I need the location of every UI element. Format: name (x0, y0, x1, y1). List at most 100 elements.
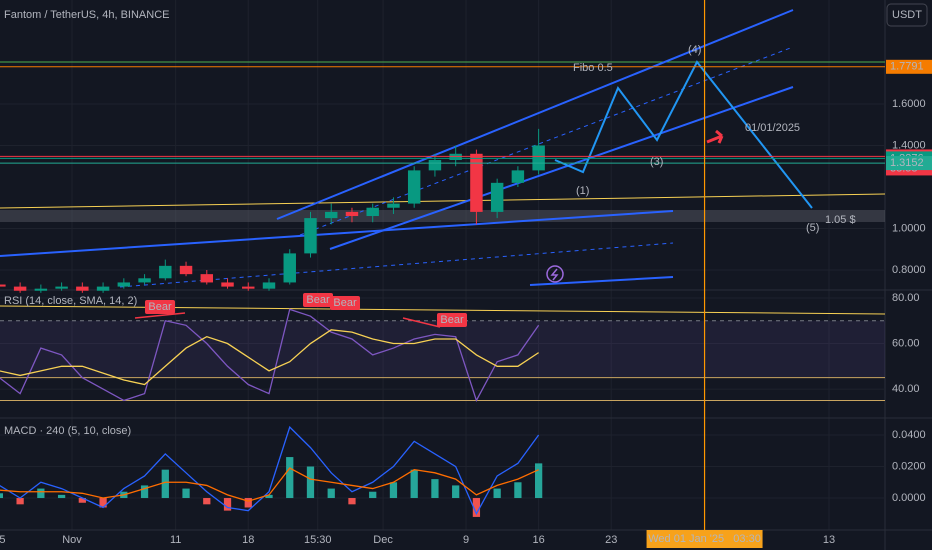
y-tick-label: 60.00 (892, 337, 920, 349)
histogram-bar (286, 457, 294, 499)
x-tick-label: 18 (242, 534, 254, 546)
histogram-bar (452, 485, 460, 499)
fibo-label: Fibo 0.5 (573, 62, 613, 74)
bear-label: Bear (333, 297, 357, 309)
candle-body (470, 153, 483, 212)
y-tick-label: 0.0200 (892, 460, 926, 472)
rsi-band (0, 320, 885, 378)
histogram-bar (140, 485, 149, 499)
histogram-bar (535, 463, 543, 499)
x-tick-label: 13 (823, 534, 835, 546)
candle-body (345, 211, 359, 217)
histogram-bar (203, 498, 211, 505)
x-tick-label: Nov (62, 534, 82, 546)
rsi-line (0, 308, 540, 403)
trend-line (529, 276, 674, 286)
y-tick-label: 0.0400 (892, 429, 926, 441)
candle-body (428, 160, 442, 171)
panel-title: MACD · 240 (5, 10, close) (4, 425, 131, 437)
candle-body (387, 203, 400, 208)
price-badge-label: 1.3152 (890, 157, 924, 169)
candle-body (490, 182, 504, 212)
bear-badge (303, 293, 333, 307)
candle-body (304, 218, 317, 254)
divergence (134, 312, 186, 319)
wave-label: (5) (806, 222, 819, 234)
histogram-bar (389, 482, 398, 499)
candle-body (179, 265, 193, 275)
marks (0, 66, 885, 517)
zone (0, 210, 885, 222)
arrow (706, 129, 724, 144)
histogram-bar (16, 498, 24, 505)
price-badge (886, 156, 932, 171)
candle-body (283, 253, 296, 283)
candle-body (117, 282, 131, 287)
histogram-bar (472, 498, 481, 517)
x-tick-label: 15:30 (304, 534, 332, 546)
currency-button (886, 3, 928, 27)
histogram-bar (78, 498, 86, 503)
histogram-bar (57, 494, 66, 499)
candle-body (511, 170, 525, 183)
y-tick-label: 1.6000 (892, 98, 926, 110)
price-badge-label: 1.7791 (890, 61, 924, 73)
y-tick-label: 40.00 (892, 383, 920, 395)
candle-body (200, 274, 214, 283)
candle-body (262, 282, 276, 289)
histogram-bar (431, 479, 439, 499)
candle-body (96, 286, 110, 291)
trend-line (0, 193, 886, 209)
x-tick-label: 25 (0, 534, 6, 546)
currency: USDT (892, 9, 922, 21)
divergence (402, 317, 441, 328)
candle-body (138, 278, 151, 283)
candle-body (407, 170, 421, 204)
x-tick-label: 16 (533, 534, 545, 546)
y-tick-label: 80.00 (892, 292, 920, 304)
price-badge (886, 59, 932, 74)
candle-body (242, 286, 255, 289)
histogram-bar (99, 498, 107, 508)
candle-body (221, 282, 234, 287)
histogram-bar (161, 469, 169, 499)
wave-path (554, 60, 813, 209)
candle-body (55, 286, 68, 289)
event-icon (546, 265, 564, 283)
histogram-bar (37, 488, 45, 499)
y-tick-label: 1.0000 (892, 222, 926, 234)
channel-lower (329, 86, 794, 250)
trend-line (0, 210, 674, 257)
channel-upper (276, 9, 794, 220)
histogram-bar (0, 493, 4, 499)
histogram-bar (348, 498, 356, 505)
bear-badge (437, 313, 467, 327)
wave-label: (1) (576, 185, 589, 197)
wave-label: (4) (688, 44, 701, 56)
wave-label: (3) (650, 156, 663, 168)
target-label: 1.05 $ (825, 214, 856, 226)
histogram-bar (327, 488, 335, 499)
bear-label: Bear (440, 314, 464, 326)
histogram-bar (244, 498, 252, 508)
histogram-bar (369, 491, 377, 499)
macd-line (0, 467, 539, 502)
x-tick-label: 23 (605, 534, 617, 546)
histogram-bar (265, 494, 273, 499)
y-tick-label: 1.4000 (892, 139, 926, 151)
rsi-line (0, 329, 539, 386)
crosshair-badge (646, 530, 763, 548)
date-label: 01/01/2025 (745, 122, 800, 134)
crosshair-label: Wed 01 Jan '25 03:30 (648, 533, 761, 545)
macd-line (0, 425, 540, 516)
histogram-bar (493, 488, 501, 499)
x-tick-label: Dec (373, 534, 393, 546)
bear-badge (330, 296, 360, 310)
candle-body (366, 207, 379, 217)
bear-label: Bear (306, 294, 330, 306)
x-tick-label: 9 (463, 534, 469, 546)
